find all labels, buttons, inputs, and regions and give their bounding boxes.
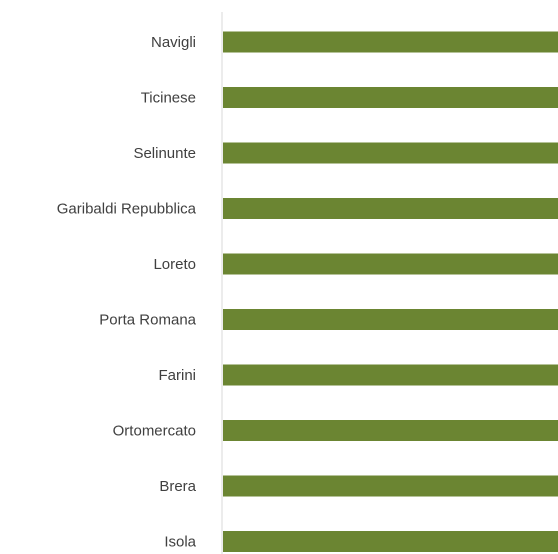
category-labels-group: Navigli Ticinese Selinunte Garibaldi Repubb… bbox=[57, 34, 197, 551]
bar-porta-romana bbox=[223, 309, 558, 330]
category-label: Loreto bbox=[153, 256, 196, 273]
bars-group bbox=[223, 31, 558, 552]
bar-farini bbox=[223, 364, 558, 386]
bar-ticinese bbox=[223, 87, 558, 108]
bar-navigli bbox=[223, 31, 558, 53]
bar-selinunte bbox=[223, 142, 558, 164]
category-label: Selinunte bbox=[133, 145, 196, 162]
category-label: Porta Romana bbox=[99, 312, 196, 329]
category-label: Farini bbox=[158, 367, 196, 384]
category-label: Ticinese bbox=[141, 90, 196, 107]
category-label: Brera bbox=[159, 478, 196, 495]
bar-isola bbox=[223, 531, 558, 552]
bar-ortomercato bbox=[223, 420, 558, 441]
category-label: Isola bbox=[164, 534, 196, 551]
category-label: Ortomercato bbox=[113, 423, 196, 440]
category-label: Garibaldi Repubblica bbox=[57, 201, 197, 218]
category-label: Navigli bbox=[151, 34, 196, 51]
bar-brera bbox=[223, 475, 558, 497]
bar-loreto bbox=[223, 253, 558, 275]
bar-garibaldi-repubblica bbox=[223, 198, 558, 219]
